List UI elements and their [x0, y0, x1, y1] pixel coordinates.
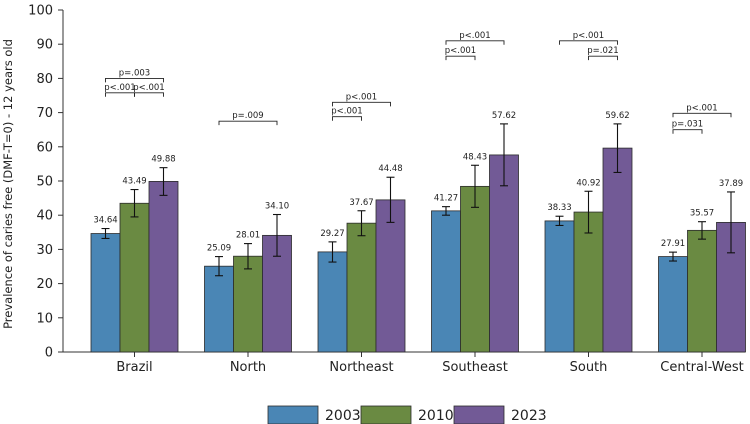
- significance-label: p<.001: [686, 103, 717, 113]
- significance-bracket: [134, 92, 164, 97]
- data-label: 29.27: [320, 229, 344, 239]
- legend-swatch: [267, 405, 319, 424]
- data-label: 37.89: [719, 179, 743, 189]
- y-axis-title: Prevalence of caries free (DMF-T=0) - 12…: [1, 39, 15, 329]
- significance-label: p=.003: [119, 68, 150, 78]
- x-category-label: South: [570, 360, 608, 375]
- legend-label: 2010: [418, 408, 454, 424]
- bar: [602, 147, 633, 353]
- significance-layer: p=.003p<.001p<.001p=.009p<.001p<.001p<.0…: [104, 31, 732, 134]
- data-label: 48.43: [463, 152, 487, 162]
- legend-swatch: [453, 405, 505, 424]
- data-label: 44.48: [378, 164, 402, 174]
- significance-label: p<.001: [573, 31, 604, 41]
- y-tick-label: 40: [36, 209, 53, 224]
- bar: [687, 229, 717, 353]
- significance-bracket: [332, 101, 391, 107]
- significance-label: p<.001: [331, 107, 362, 117]
- bar: [317, 251, 348, 353]
- data-label: 43.49: [122, 177, 146, 187]
- data-label: 35.57: [690, 209, 714, 219]
- significance-label: p<.001: [445, 46, 476, 56]
- y-tick-label: 60: [36, 140, 53, 155]
- y-tick-label: 100: [28, 4, 53, 19]
- significance-bracket: [105, 77, 164, 83]
- data-label: 28.01: [236, 231, 260, 241]
- significance-label: p<.001: [104, 83, 135, 93]
- y-tick-label: 70: [36, 106, 53, 121]
- significance-bracket: [218, 120, 278, 126]
- bar: [544, 220, 575, 353]
- significance-bracket: [332, 116, 362, 121]
- significance-bracket: [445, 55, 476, 61]
- bar: [119, 202, 150, 353]
- significance-label: p<.001: [459, 31, 490, 41]
- bars-layer: [90, 147, 746, 353]
- y-tick-label: 80: [36, 72, 53, 87]
- legend: 2003 2010 2023: [267, 405, 547, 424]
- bar: [431, 210, 461, 353]
- significance-bracket: [672, 112, 732, 118]
- data-label: 34.10: [265, 202, 289, 212]
- y-tick-label: 90: [36, 38, 53, 53]
- bar: [460, 185, 490, 353]
- x-category-label: North: [230, 360, 266, 375]
- data-label: 27.91: [661, 239, 685, 249]
- x-category-label: Northeast: [329, 360, 393, 375]
- significance-label: p=.021: [587, 46, 618, 56]
- significance-label: p<.001: [133, 83, 164, 93]
- x-category-label: Southeast: [442, 360, 508, 375]
- significance-label: p=.031: [672, 120, 703, 130]
- bar: [148, 181, 179, 353]
- data-label: 49.88: [151, 155, 175, 165]
- x-category-label: Central-West: [660, 360, 743, 375]
- data-label: 40.92: [576, 178, 600, 188]
- y-tick-label: 0: [45, 346, 53, 361]
- y-tick-label: 50: [36, 175, 53, 190]
- significance-bracket: [105, 92, 135, 97]
- data-label: 38.33: [547, 203, 571, 213]
- significance-bracket: [559, 40, 618, 45]
- significance-label: p=.009: [232, 111, 263, 121]
- data-label: 59.62: [605, 111, 629, 121]
- data-label: 25.09: [207, 244, 231, 254]
- bar: [346, 222, 377, 353]
- data-label: 34.64: [93, 216, 117, 226]
- error-bars-layer: [101, 123, 735, 277]
- data-label: 41.27: [434, 194, 458, 204]
- legend-swatch: [360, 405, 412, 424]
- axes-layer: 0 10 20 30 40 50 60 70 80 90 100 Brazil North Northea…: [28, 4, 745, 375]
- bar: [204, 265, 234, 353]
- data-label: 57.62: [492, 111, 516, 121]
- value-labels-layer: 34.64 25.09 29.27 41.27 38.33 27.91 43.49 28.01…: [93, 111, 743, 254]
- bar: [658, 256, 688, 353]
- y-tick-label: 30: [36, 243, 53, 258]
- bar: [90, 233, 121, 353]
- significance-bracket: [672, 129, 703, 134]
- y-tick-label: 20: [36, 277, 53, 292]
- bar: [233, 255, 263, 353]
- x-category-label: Brazil: [116, 360, 152, 375]
- significance-bracket: [588, 55, 618, 61]
- data-label: 37.67: [349, 198, 373, 208]
- significance-label: p<.001: [346, 92, 377, 102]
- legend-label: 2023: [511, 408, 547, 424]
- bar: [489, 154, 519, 353]
- significance-bracket: [445, 40, 505, 45]
- y-tick-label: 10: [36, 311, 53, 326]
- legend-label: 2003: [325, 408, 361, 424]
- bar: [375, 199, 406, 353]
